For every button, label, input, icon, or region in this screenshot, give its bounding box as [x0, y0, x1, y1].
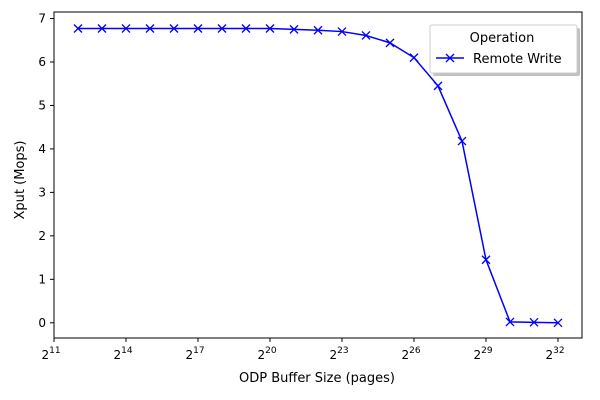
legend-title: Operation [470, 31, 535, 46]
y-tick-label: 1 [38, 272, 46, 286]
x-tick-label: 223 [329, 346, 348, 362]
data-point [313, 25, 323, 35]
data-point [97, 24, 107, 33]
data-point [145, 24, 155, 33]
data-point [193, 24, 203, 33]
data-point [529, 317, 539, 327]
data-point [217, 24, 227, 33]
legend-marker [445, 53, 455, 63]
data-point [265, 24, 275, 33]
data-point [337, 27, 347, 37]
y-tick-label: 7 [38, 12, 46, 26]
legend-entry-remote-write: Remote Write [473, 52, 562, 67]
data-point [409, 53, 419, 63]
y-tick-label: 3 [38, 185, 46, 199]
data-point [289, 24, 299, 34]
x-tick-label: 214 [113, 346, 132, 362]
y-tick-label: 0 [38, 316, 46, 330]
series-remote-write [73, 24, 563, 328]
y-axis-label: Xput (Mops) [13, 141, 28, 220]
data-point [361, 31, 371, 40]
data-point [169, 24, 179, 33]
y-tick-label: 2 [38, 229, 46, 243]
ticks: 211 214 217 220 223 226 229 232 0 1 2 3 4 5 6 7 [38, 12, 564, 362]
x-tick-label: 229 [473, 346, 492, 362]
plot-frame [53, 11, 583, 339]
data-point [385, 38, 395, 48]
y-tick-label: 6 [38, 55, 46, 69]
x-tick-label: 220 [257, 346, 276, 362]
x-tick-label: 232 [545, 346, 564, 362]
x-tick-label: 211 [41, 346, 60, 362]
y-tick-label: 5 [38, 98, 46, 112]
data-point [553, 318, 563, 328]
legend-box [429, 24, 578, 74]
x-tick-label: 226 [401, 346, 420, 362]
data-point [73, 24, 83, 33]
data-point [481, 255, 491, 265]
y-tick-label: 4 [38, 142, 46, 156]
data-point [241, 24, 251, 33]
plot-area [53, 11, 583, 339]
data-point [457, 136, 467, 146]
legend: Operation Remote Write [429, 24, 580, 76]
x-axis-label: ODP Buffer Size (pages) [239, 371, 395, 386]
x-tick-label: 217 [185, 346, 204, 362]
data-point [121, 24, 131, 33]
data-point [433, 81, 443, 91]
data-point [505, 317, 515, 327]
